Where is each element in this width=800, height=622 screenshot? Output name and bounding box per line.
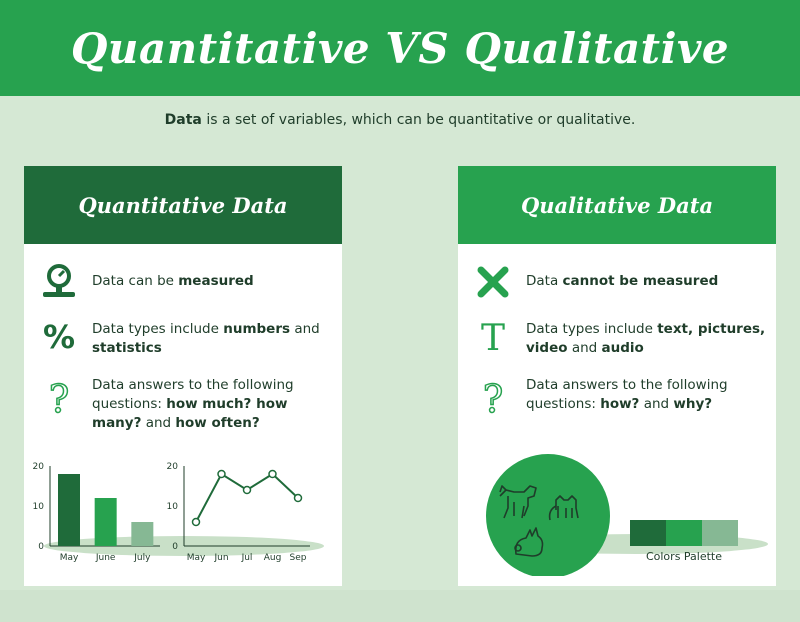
qualitative-card: Qualitative Data Data cannot be measured… <box>458 166 776 586</box>
line-point <box>217 469 226 479</box>
qualitative-title: Qualitative Data <box>458 166 776 244</box>
line-point <box>242 485 252 495</box>
qual-item-text: Data types include text, pictures, video… <box>526 321 766 356</box>
quant-charts: 0 10 20 May June July 0 10 20 May Jun Jul Aug Sep <box>33 462 324 563</box>
line-y-tick-label: 0 <box>172 542 178 552</box>
palette-swatch <box>702 520 738 546</box>
line-x-tick-label: Jun <box>213 553 228 563</box>
bar <box>131 522 154 546</box>
bar-x-tick-label: July <box>133 553 151 563</box>
line-point <box>268 469 277 479</box>
bar <box>94 498 117 546</box>
text-icon: T <box>472 316 514 356</box>
page-header: Quantitative VS Qualitative <box>0 0 800 96</box>
qual-item-text: Data cannot be measured <box>526 273 719 289</box>
question-icon: ? <box>472 376 514 420</box>
rabbit-icon <box>514 527 544 557</box>
qual-item-text: Data answers to the following questions:… <box>526 377 728 412</box>
palette-swatch <box>666 520 702 546</box>
line-y-tick-label: 10 <box>167 502 179 512</box>
bar-y-tick-label: 10 <box>33 502 45 512</box>
cross-icon <box>472 262 514 302</box>
quant-item-text: Data answers to the following questions:… <box>92 377 294 431</box>
svg-text:%: % <box>43 318 75 356</box>
quant-item-text: Data can be measured <box>92 273 254 289</box>
line-series <box>195 472 299 523</box>
page-title: Quantitative VS Qualitative <box>70 23 730 73</box>
line-x-tick-label: Aug <box>264 553 282 563</box>
line-point <box>293 493 303 503</box>
svg-text:?: ? <box>483 377 503 420</box>
percent-icon: % <box>38 316 80 356</box>
line-chart: 0 10 20 May Jun Jul Aug Sep <box>167 462 310 563</box>
qual-illustration: Colors Palette <box>486 454 768 576</box>
bar-y-tick-label: 0 <box>38 542 44 552</box>
intro-text: Data is a set of variables, which can be… <box>0 112 800 128</box>
gauge-icon <box>38 262 80 302</box>
dog-icon <box>499 485 537 519</box>
color-palette <box>630 520 738 546</box>
svg-text:?: ? <box>49 377 69 420</box>
intro-rest: is a set of variables, which can be quan… <box>201 112 636 128</box>
footer-band <box>0 590 800 622</box>
svg-text:T: T <box>481 318 505 356</box>
intro-bold: Data <box>164 112 202 128</box>
bar-y-tick-label: 20 <box>33 462 45 472</box>
quantitative-title: Quantitative Data <box>24 166 342 244</box>
line-y-tick-label: 20 <box>167 462 179 472</box>
cat-icon <box>548 495 579 521</box>
quantitative-card: Quantitative Data Data can be measured %… <box>24 166 342 586</box>
palette-swatch <box>630 520 666 546</box>
line-x-tick-label: Jul <box>241 553 253 563</box>
question-icon: ? <box>38 376 80 420</box>
line-point <box>191 517 201 527</box>
bar-x-tick-label: June <box>95 553 116 563</box>
line-x-tick-label: May <box>187 553 206 563</box>
bar-chart: 0 10 20 May June July <box>33 462 160 563</box>
quant-item-text: Data types include numbers and statistic… <box>92 321 320 356</box>
bar-x-tick-label: May <box>60 553 79 563</box>
bar <box>58 474 80 546</box>
line-x-tick-label: Sep <box>290 553 307 563</box>
palette-label: Colors Palette <box>646 550 722 563</box>
